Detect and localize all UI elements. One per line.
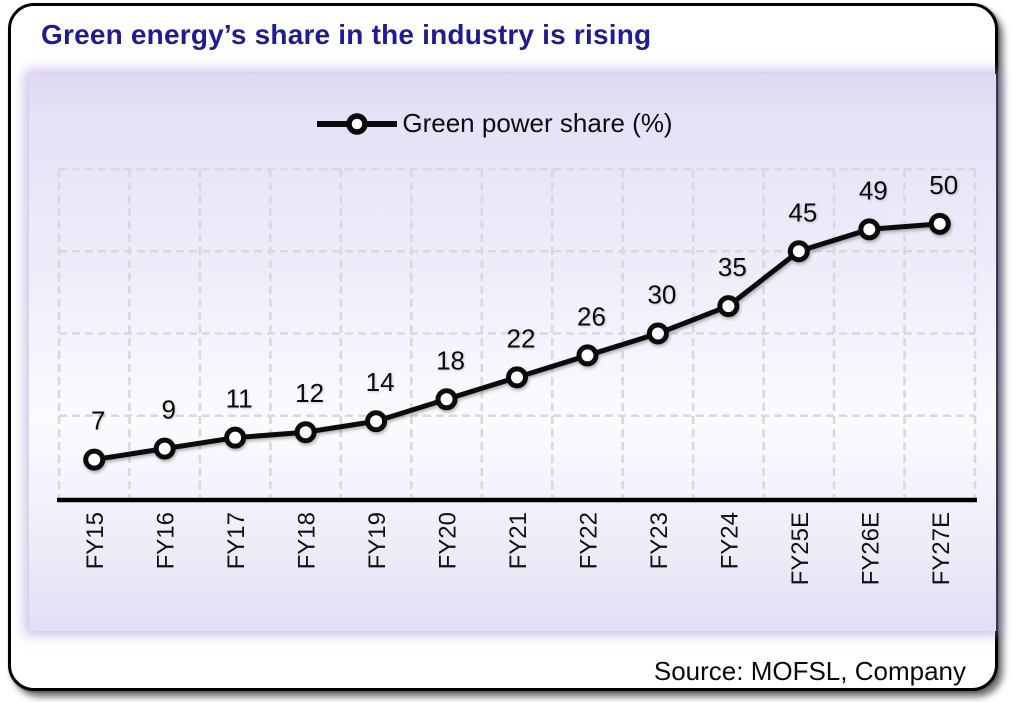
x-axis-label: FY17 [223, 512, 250, 569]
data-point-label: 45 [788, 197, 817, 227]
legend-label: Green power share (%) [402, 108, 673, 138]
page-title: Green energy’s share in the industry is … [41, 19, 652, 50]
data-point-label: 35 [718, 252, 747, 282]
data-point-marker [787, 240, 810, 263]
data-point-label: 14 [366, 367, 395, 397]
data-point-marker [858, 218, 881, 241]
data-point-label: 30 [647, 280, 676, 310]
source-attribution: Source: MOFSL, Company [653, 656, 966, 686]
data-point-marker [576, 344, 599, 367]
data-point-marker [294, 421, 317, 444]
data-point-label: 11 [226, 384, 253, 414]
data-point-marker [153, 437, 176, 460]
x-axis-label: FY23 [646, 512, 673, 569]
data-point-marker [365, 410, 388, 433]
data-point-marker [435, 388, 458, 411]
x-axis-label: FY26E [857, 512, 884, 585]
x-axis-label: FY18 [294, 512, 321, 569]
data-point-label: 50 [929, 170, 958, 200]
x-axis-label: FY27E [928, 512, 955, 585]
data-point-marker [506, 366, 528, 389]
chart-card: Green energy’s share in the industry is … [8, 3, 998, 691]
data-point-label: 12 [295, 378, 324, 408]
line-chart: 7 9 11 12 14 18 22 26 30 35 45 49 50 FY15 FY16 FY17 FY18… [57, 167, 977, 585]
x-axis-label: FY16 [153, 512, 180, 569]
data-point-label: 26 [577, 301, 606, 331]
x-axis-label: FY22 [575, 512, 602, 569]
x-axis-labels: FY15 FY16 FY17 FY18 FY19 FY20 FY21 FY22 FY23 FY24… [82, 512, 955, 585]
x-axis-label: FY24 [716, 512, 743, 569]
chart-region: 7 9 11 12 14 18 22 26 30 35 45 49 50 FY15 FY16 FY17 FY18… [29, 74, 996, 631]
grid-lines [57, 167, 977, 498]
data-point-label: 18 [436, 345, 465, 375]
x-axis-label: FY19 [364, 512, 391, 569]
data-point-marker [928, 212, 951, 235]
data-point-marker [83, 448, 106, 471]
data-point-label: 9 [161, 395, 175, 425]
legend-marker-icon [317, 112, 398, 135]
data-point-marker [646, 322, 669, 345]
x-axis-label: FY15 [82, 512, 109, 569]
data-labels: 7 9 11 12 14 18 22 26 30 35 45 49 50 [91, 170, 958, 436]
data-point-label: 49 [859, 175, 888, 205]
data-point-marker [224, 426, 247, 449]
x-axis-label: FY25E [787, 512, 814, 585]
x-axis-label: FY21 [505, 512, 532, 569]
chart-legend: Green power share (%) [11, 108, 978, 139]
series-green-power-share [83, 212, 951, 471]
data-point-label: 7 [91, 406, 105, 436]
data-point-label: 22 [507, 323, 536, 353]
data-point-marker [717, 295, 740, 318]
x-axis-label: FY20 [435, 512, 462, 569]
